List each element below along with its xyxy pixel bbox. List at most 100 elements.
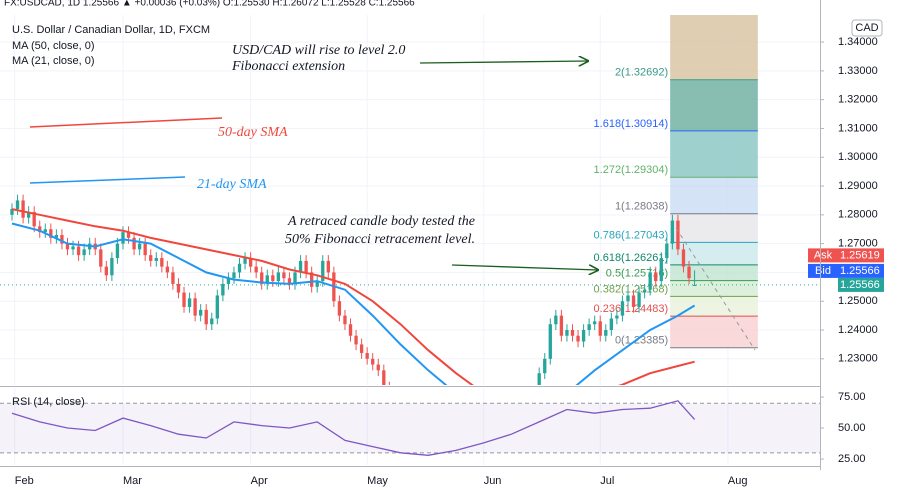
candle-body xyxy=(554,315,558,325)
candle-body xyxy=(631,295,636,307)
fib-label: 0.786(1.27043) xyxy=(594,229,669,241)
candle-body xyxy=(326,260,330,273)
candle-body xyxy=(232,272,236,279)
fib-band xyxy=(670,264,758,281)
y-tick-label: 1.28000 xyxy=(838,209,878,221)
candle-body xyxy=(565,330,569,336)
arrow xyxy=(451,264,598,270)
annotation: USD/CAD will rise to level 2.0 xyxy=(232,43,405,58)
price-tag-name: Ask xyxy=(814,249,833,261)
x-tick-label: May xyxy=(367,475,388,487)
rsi-tick-label: 50.00 xyxy=(838,422,866,434)
fib-band xyxy=(670,79,758,131)
candle-body xyxy=(248,258,253,267)
candle-body xyxy=(359,344,364,354)
candle-body xyxy=(154,258,158,261)
candle-body xyxy=(193,298,197,316)
price-tag-value: 1.25619 xyxy=(840,249,880,261)
candle-body xyxy=(382,370,386,385)
x-tick-label: Mar xyxy=(123,475,142,487)
candle-body xyxy=(593,321,597,325)
legend-entry: MA (21, close, 0) xyxy=(12,55,95,67)
candle-body xyxy=(60,234,64,244)
fib-label: 0.618(1.26261) xyxy=(594,252,669,264)
y-tick-label: 1.31000 xyxy=(838,122,878,134)
candle-body xyxy=(26,211,31,218)
projection-line xyxy=(675,227,756,351)
candle-body xyxy=(654,272,658,282)
price-tag-name-box xyxy=(808,248,838,263)
candle-body xyxy=(15,200,20,210)
candle-body xyxy=(137,243,142,250)
candle-body xyxy=(199,309,203,316)
candle-body xyxy=(171,272,175,284)
fib-label: 0.5(1.25716) xyxy=(606,268,668,280)
candle-body xyxy=(76,246,81,256)
candle-body xyxy=(548,324,552,359)
candle-body xyxy=(371,358,375,365)
candle-body xyxy=(182,292,186,307)
price-tag xyxy=(838,263,884,278)
candle-body xyxy=(287,278,292,284)
fib-label: 1(1.28038) xyxy=(615,201,668,213)
y-tick-label: 1.25000 xyxy=(838,295,878,307)
candle-body xyxy=(620,301,625,316)
candle-body xyxy=(626,295,630,302)
candle-body xyxy=(21,200,25,218)
candle-body xyxy=(687,266,691,279)
candle-body xyxy=(49,229,53,238)
candle-body xyxy=(271,275,275,282)
header: FX:USDCAD, 1D 1.25566 ▲ +0.00036 (+0.03%… xyxy=(4,0,415,9)
price-tag-value: 1.25566 xyxy=(840,279,880,291)
fib-band xyxy=(670,280,758,297)
rsi-tick-label: 75.00 xyxy=(838,391,866,403)
candle-body xyxy=(343,315,347,325)
currency-box xyxy=(851,19,883,37)
candle-body xyxy=(210,318,214,325)
rsi-tick-label: 25.00 xyxy=(838,453,866,465)
title: U.S. Dollar / Canadian Dollar, 1D, FXCM xyxy=(12,24,210,36)
candle-body xyxy=(681,249,686,267)
fib-label: 1.618(1.30914) xyxy=(594,118,669,130)
candle-body xyxy=(348,324,353,336)
candle-body xyxy=(149,255,153,261)
candle-body xyxy=(38,226,42,233)
candle-body xyxy=(276,272,281,282)
candle-body xyxy=(293,272,297,284)
candle-body xyxy=(99,249,103,267)
candle-body xyxy=(648,272,652,290)
candle-body xyxy=(243,258,247,264)
candle-body xyxy=(82,249,86,256)
candle-body xyxy=(226,278,231,284)
arrow xyxy=(419,61,588,63)
rsi-pane xyxy=(0,388,820,465)
x-tick-label: Jul xyxy=(600,475,614,487)
candle-body xyxy=(187,298,192,307)
fib-band xyxy=(670,130,758,178)
candle-body xyxy=(665,243,669,259)
fib-band xyxy=(670,15,758,80)
candle-body xyxy=(309,272,314,287)
y-tick-label: 1.33000 xyxy=(838,65,878,77)
candle-body xyxy=(10,209,14,215)
candle-body xyxy=(570,330,575,336)
candle-body xyxy=(54,234,59,238)
price-tag xyxy=(838,277,884,292)
fib-label: 0.236(1.24483) xyxy=(594,303,669,315)
y-tick-label: 1.24000 xyxy=(838,324,878,336)
candle-body xyxy=(604,330,608,336)
annotation: A retraced candle body tested the xyxy=(287,214,475,229)
candle-body xyxy=(337,301,342,316)
sma21-key-line xyxy=(29,176,186,184)
candle-body xyxy=(110,258,114,276)
candle-body xyxy=(282,272,286,279)
candle-body xyxy=(304,260,308,273)
y-tick-label: 1.29000 xyxy=(838,180,878,192)
candle-body xyxy=(670,220,675,244)
candle-body xyxy=(221,283,225,296)
candle-body xyxy=(71,246,75,250)
x-tick-label: Apr xyxy=(251,475,268,487)
candle-body xyxy=(32,211,36,227)
annotation: 50% Fibonacci retracement level. xyxy=(285,232,475,247)
fib-band xyxy=(670,242,758,265)
